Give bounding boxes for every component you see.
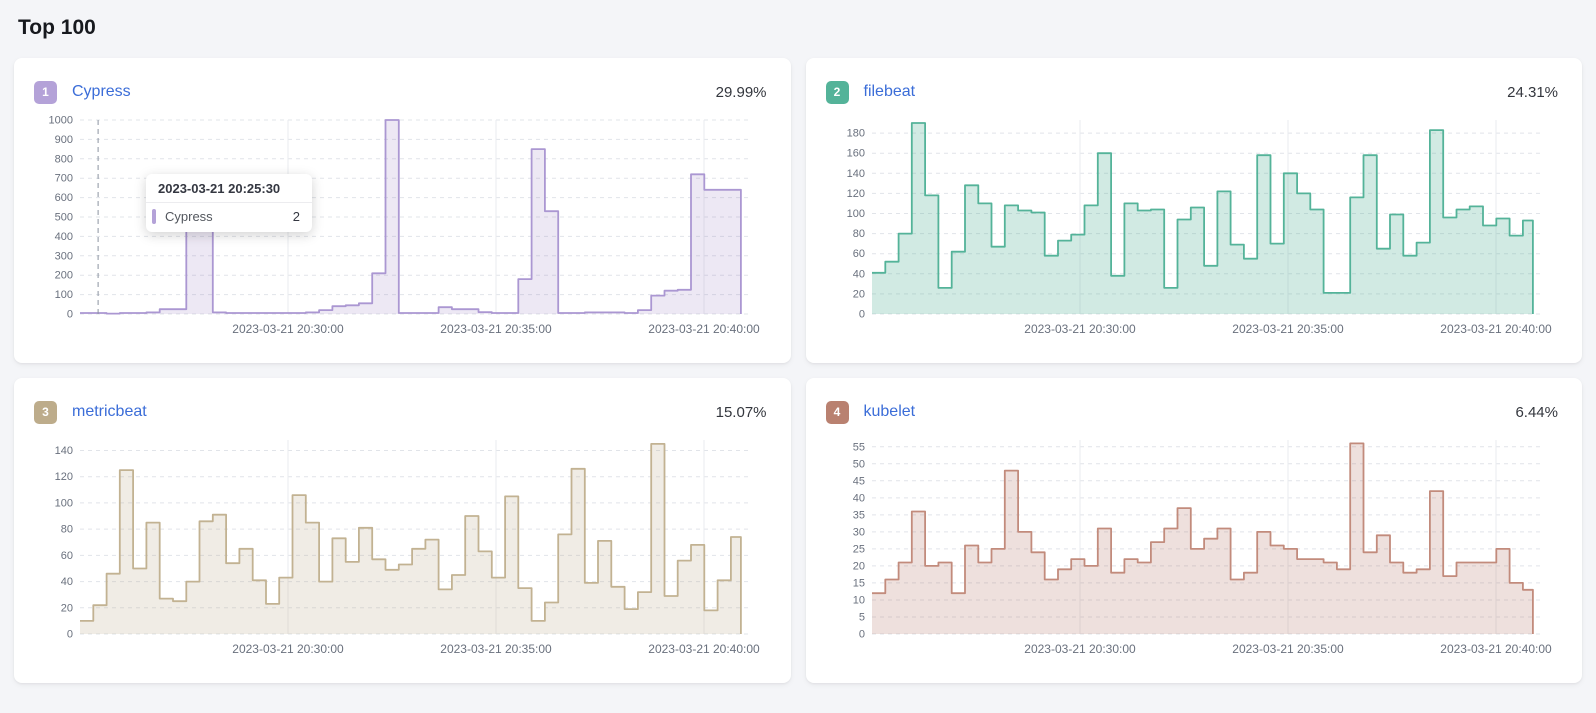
svg-text:25: 25: [852, 543, 864, 555]
svg-text:2023-03-21 20:40:00: 2023-03-21 20:40:00: [1440, 642, 1552, 656]
svg-text:15: 15: [852, 577, 864, 589]
chart-svg: 0 100 200 300 400 500 600 700 800 900 1000 2023-03-…: [49, 115, 761, 337]
svg-text:800: 800: [55, 153, 73, 165]
chart-svg: 0 5 10 15 20 25 30 35 40 45 50 55 2023-03-21 20:30:0…: [852, 440, 1552, 656]
svg-text:140: 140: [55, 445, 73, 457]
svg-text:80: 80: [852, 228, 864, 240]
series-name-link[interactable]: Cypress: [72, 83, 131, 100]
area-chart-metricbeat[interactable]: 0 20 40 60 80 100 120 140 2023-03-21 20:30:00 202…: [34, 432, 767, 660]
svg-text:80: 80: [61, 524, 73, 536]
svg-text:400: 400: [55, 231, 73, 243]
svg-text:180: 180: [846, 128, 864, 140]
svg-text:20: 20: [61, 602, 73, 614]
svg-text:0: 0: [858, 309, 864, 321]
svg-text:2023-03-21 20:35:00: 2023-03-21 20:35:00: [1232, 322, 1344, 336]
series-name-link[interactable]: kubelet: [863, 403, 916, 420]
svg-text:50: 50: [852, 458, 864, 470]
tooltip-series-row: Cypress 2: [146, 203, 312, 232]
area-chart-cypress[interactable]: 0 100 200 300 400 500 600 700 800 900 1000 2023-03-…: [34, 112, 767, 340]
svg-text:160: 160: [846, 148, 864, 160]
card-header: 1 Cypress 29.99%: [34, 80, 767, 104]
svg-text:0: 0: [67, 629, 73, 641]
svg-text:60: 60: [852, 248, 864, 260]
tooltip-series-name: Cypress: [165, 209, 213, 224]
svg-text:120: 120: [55, 471, 73, 483]
percentage-value: 24.31%: [1507, 83, 1558, 101]
svg-text:2023-03-21 20:30:00: 2023-03-21 20:30:00: [1024, 642, 1136, 656]
svg-text:1000: 1000: [49, 115, 73, 127]
chart-svg: 0 20 40 60 80 100 120 140 160 180 2023-03-21 20:30…: [846, 120, 1552, 336]
svg-text:2023-03-21 20:40:00: 2023-03-21 20:40:00: [648, 322, 760, 336]
area-chart-kubelet[interactable]: 0 5 10 15 20 25 30 35 40 45 50 55 2023-03-21 20:30:0…: [826, 432, 1559, 660]
svg-text:40: 40: [852, 268, 864, 280]
svg-text:600: 600: [55, 192, 73, 204]
svg-text:10: 10: [852, 595, 864, 607]
svg-text:2023-03-21 20:30:00: 2023-03-21 20:30:00: [232, 642, 344, 656]
chart-svg: 0 20 40 60 80 100 120 140 2023-03-21 20:30:00 202…: [55, 440, 760, 656]
svg-text:0: 0: [858, 629, 864, 641]
svg-text:2023-03-21 20:30:00: 2023-03-21 20:30:00: [232, 322, 344, 336]
svg-text:30: 30: [852, 526, 864, 538]
svg-text:100: 100: [55, 289, 73, 301]
percentage-value: 6.44%: [1515, 403, 1558, 421]
svg-text:45: 45: [852, 475, 864, 487]
percentage-value: 29.99%: [715, 83, 767, 101]
area-chart-filebeat[interactable]: 0 20 40 60 80 100 120 140 160 180 2023-03-21 20:30…: [826, 112, 1559, 340]
series-name-link[interactable]: metricbeat: [72, 403, 147, 420]
svg-text:200: 200: [55, 270, 73, 282]
svg-text:20: 20: [852, 560, 864, 572]
svg-text:700: 700: [55, 173, 73, 185]
svg-text:2023-03-21 20:40:00: 2023-03-21 20:40:00: [648, 642, 760, 656]
svg-text:2023-03-21 20:35:00: 2023-03-21 20:35:00: [1232, 642, 1344, 656]
svg-text:900: 900: [55, 134, 73, 146]
percentage-value: 15.07%: [715, 403, 767, 421]
rank-badge: 1: [34, 80, 57, 104]
svg-text:40: 40: [61, 576, 73, 588]
svg-text:55: 55: [852, 441, 864, 453]
rank-badge: 2: [825, 80, 849, 104]
svg-text:40: 40: [852, 492, 864, 504]
svg-text:5: 5: [858, 612, 864, 624]
series-name-link[interactable]: filebeat: [863, 83, 916, 100]
svg-text:2023-03-21 20:30:00: 2023-03-21 20:30:00: [1024, 322, 1136, 336]
svg-text:100: 100: [55, 497, 73, 509]
card-header: 3 metricbeat 15.07%: [34, 400, 767, 424]
svg-text:100: 100: [846, 208, 864, 220]
chart-card-metricbeat: 3 metricbeat 15.07% 0 20 40 60 80 100 120 140 20…: [14, 378, 791, 683]
svg-text:300: 300: [55, 250, 73, 262]
chart-card-kubelet: 4 kubelet 6.44% 0 5 10 15 20 25 30 35 40 45 50 55 20…: [805, 378, 1582, 683]
page-title: Top 100: [18, 16, 96, 39]
rank-badge: 3: [34, 400, 57, 424]
chart-card-cypress: 1 Cypress 29.99% 0 100 200 300 400 500 600 700 8…: [14, 58, 791, 363]
tooltip-series-value: 2: [292, 209, 300, 224]
rank-badge: 4: [825, 400, 849, 424]
svg-text:60: 60: [61, 550, 73, 562]
crosshair-tooltip: 2023-03-21 20:25:30 Cypress 2: [146, 174, 312, 232]
cards-grid: 1 Cypress 29.99% 0 100 200 300 400 500 600 700 8…: [14, 58, 1582, 683]
svg-text:120: 120: [846, 188, 864, 200]
svg-text:20: 20: [852, 288, 864, 300]
svg-text:0: 0: [67, 309, 73, 321]
svg-text:2023-03-21 20:35:00: 2023-03-21 20:35:00: [440, 642, 552, 656]
svg-text:35: 35: [852, 509, 864, 521]
svg-text:500: 500: [55, 212, 73, 224]
card-header: 2 filebeat 24.31%: [825, 80, 1558, 104]
tooltip-timestamp: 2023-03-21 20:25:30: [146, 174, 312, 203]
chart-card-filebeat: 2 filebeat 24.31% 0 20 40 60 80 100 120 140 160 1…: [805, 58, 1582, 363]
card-header: 4 kubelet 6.44%: [825, 400, 1558, 424]
svg-text:2023-03-21 20:40:00: 2023-03-21 20:40:00: [1440, 322, 1552, 336]
svg-text:140: 140: [846, 168, 864, 180]
svg-text:2023-03-21 20:35:00: 2023-03-21 20:35:00: [440, 322, 552, 336]
tooltip-series-swatch: [152, 209, 156, 224]
